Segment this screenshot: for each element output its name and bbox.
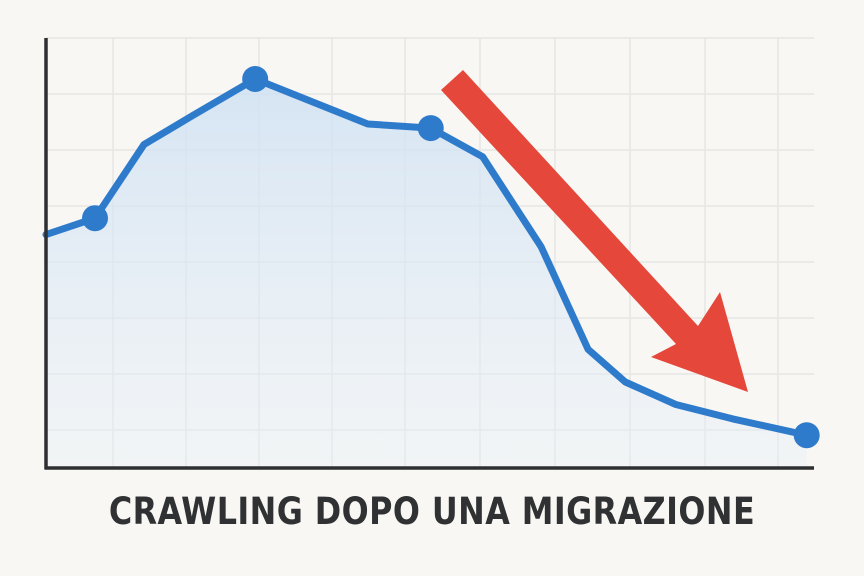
trend-down-arrow	[441, 70, 748, 392]
data-point	[417, 115, 444, 142]
chart-title: CRAWLING DOPO UNA MIGRAZIONE	[108, 490, 756, 533]
data-point	[242, 65, 269, 92]
area-fill	[46, 79, 807, 468]
axes	[44, 38, 814, 470]
series-area-fill	[46, 79, 807, 468]
data-point	[793, 422, 820, 449]
trend-arrow-group	[441, 70, 748, 392]
series-line-group	[42, 75, 811, 439]
series-line	[42, 75, 811, 439]
marker-group	[82, 65, 820, 449]
data-point	[82, 205, 109, 232]
